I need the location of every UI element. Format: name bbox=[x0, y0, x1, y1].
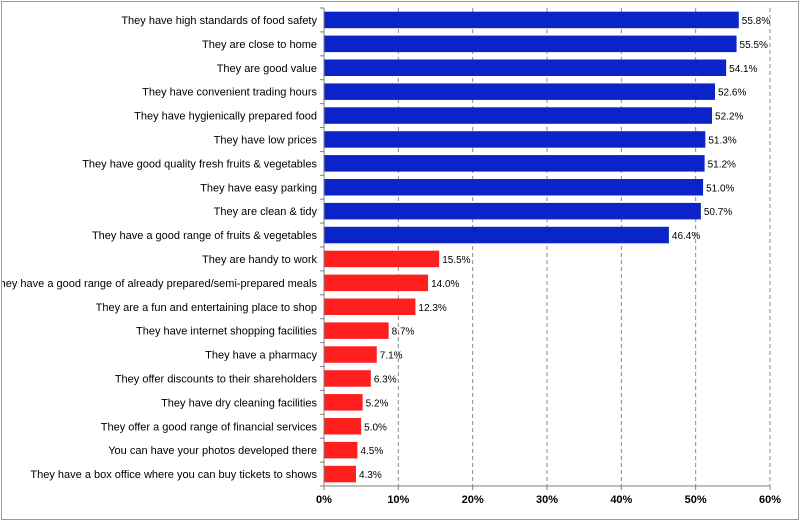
bar bbox=[324, 441, 358, 459]
axes bbox=[320, 7, 771, 490]
category-label: You can have your photos developed there bbox=[108, 445, 317, 457]
category-label: They offer discounts to their shareholde… bbox=[115, 373, 318, 385]
x-tick-label: 40% bbox=[610, 494, 632, 506]
bar bbox=[324, 418, 362, 435]
category-label: They are clean & tidy bbox=[214, 206, 318, 218]
category-label: They have dry cleaning facilities bbox=[161, 397, 317, 409]
x-tick-label: 50% bbox=[685, 494, 707, 506]
value-label: 5.0% bbox=[364, 422, 387, 433]
category-label: They are good value bbox=[217, 63, 317, 75]
bar bbox=[324, 179, 704, 196]
value-label: 51.0% bbox=[706, 183, 734, 194]
value-label: 12.3% bbox=[418, 303, 446, 314]
bar bbox=[324, 202, 701, 220]
x-tick-label: 0% bbox=[316, 494, 332, 506]
category-label: They have a box office where you can buy… bbox=[30, 469, 317, 481]
value-label: 51.3% bbox=[708, 135, 736, 146]
bar bbox=[324, 59, 727, 76]
bar bbox=[324, 465, 356, 483]
value-label: 5.2% bbox=[366, 398, 389, 409]
category-label: They are a fun and entertaining place to… bbox=[96, 302, 317, 314]
grid-lines bbox=[397, 8, 771, 486]
value-label: 6.3% bbox=[374, 374, 397, 385]
category-label: They have easy parking bbox=[200, 182, 317, 194]
category-label: They offer a good range of financial ser… bbox=[101, 421, 318, 433]
value-label: 8.7% bbox=[392, 327, 415, 338]
bar bbox=[324, 107, 713, 124]
value-label: 55.8% bbox=[742, 16, 770, 27]
category-label: They have a pharmacy bbox=[205, 350, 317, 362]
value-label: 52.6% bbox=[718, 88, 746, 99]
value-label: 50.7% bbox=[704, 207, 732, 218]
category-label: They have a good range of already prepar… bbox=[2, 278, 317, 290]
bar bbox=[324, 83, 715, 100]
category-label: They have low prices bbox=[214, 134, 318, 146]
bar bbox=[324, 250, 440, 268]
bar bbox=[324, 226, 669, 244]
category-label: They are close to home bbox=[202, 39, 317, 51]
category-label: They have good quality fresh fruits & ve… bbox=[82, 158, 317, 170]
category-label: They have hygienically prepared food bbox=[134, 111, 317, 123]
bar bbox=[324, 11, 739, 29]
x-tick-label: 10% bbox=[387, 494, 409, 506]
bar bbox=[324, 346, 377, 363]
value-label: 7.1% bbox=[380, 351, 403, 362]
labels: 0% 10% 20% 30% 40% 50% 60% They have high stand… bbox=[2, 15, 781, 506]
bar bbox=[324, 298, 416, 315]
x-tick-label: 20% bbox=[462, 494, 484, 506]
value-label: 15.5% bbox=[442, 255, 470, 266]
value-label: 52.2% bbox=[715, 112, 743, 123]
bar bbox=[324, 274, 429, 292]
bar bbox=[324, 322, 389, 339]
bar bbox=[324, 131, 706, 148]
bars bbox=[324, 11, 739, 483]
value-label: 14.0% bbox=[431, 279, 459, 290]
category-label: They have a good range of fruits & veget… bbox=[92, 230, 318, 242]
value-label: 54.1% bbox=[729, 64, 757, 75]
x-tick-label: 60% bbox=[759, 494, 781, 506]
value-label: 55.5% bbox=[740, 40, 768, 51]
category-label: They have convenient trading hours bbox=[142, 87, 317, 99]
category-label: They have high standards of food safety bbox=[121, 15, 317, 27]
value-label: 4.3% bbox=[359, 470, 382, 481]
bar bbox=[324, 155, 705, 172]
category-label: They have internet shopping facilities bbox=[136, 326, 317, 338]
bar bbox=[324, 35, 737, 53]
bar bbox=[324, 394, 363, 411]
value-label: 51.2% bbox=[708, 159, 736, 170]
value-label: 4.5% bbox=[360, 446, 383, 457]
category-label: They are handy to work bbox=[202, 254, 317, 266]
value-label: 46.4% bbox=[672, 231, 700, 242]
bar bbox=[324, 370, 371, 387]
x-tick-label: 30% bbox=[536, 494, 558, 506]
